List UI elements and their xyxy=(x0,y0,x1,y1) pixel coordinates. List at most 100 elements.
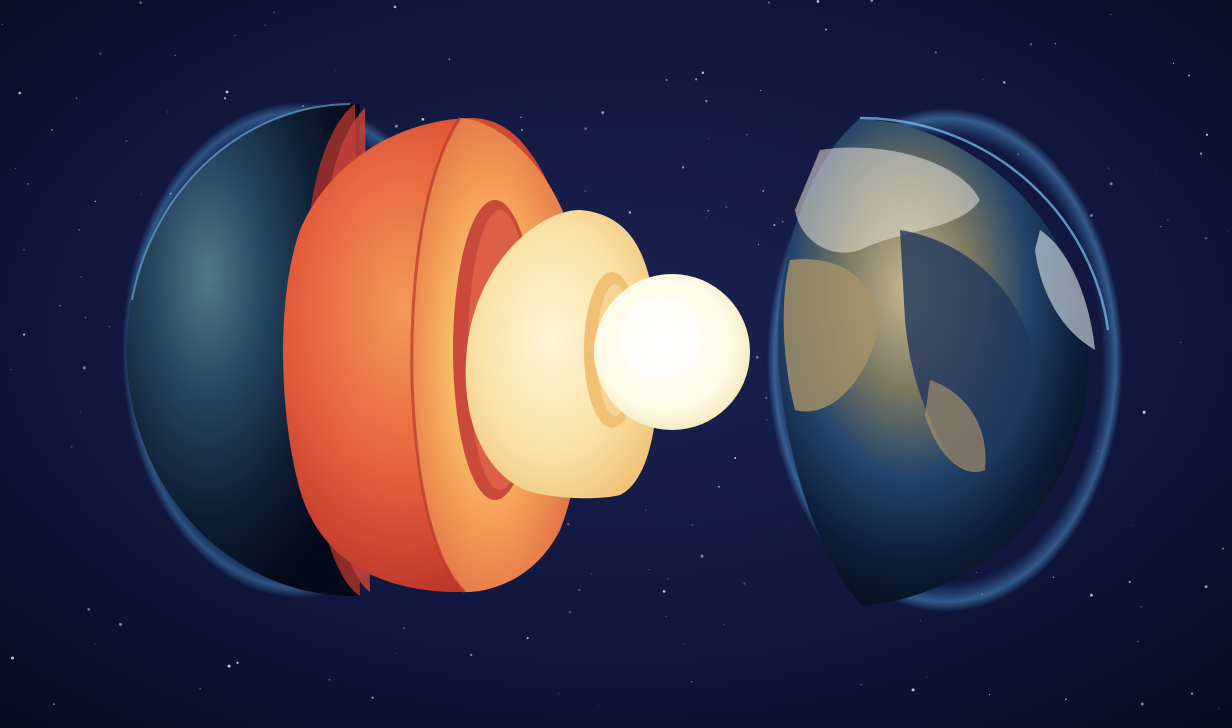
star xyxy=(667,577,669,580)
star xyxy=(568,610,572,614)
star xyxy=(448,58,450,60)
star xyxy=(1137,640,1139,642)
star xyxy=(119,622,122,626)
star xyxy=(23,333,26,336)
star xyxy=(707,210,710,212)
inner-core-sphere xyxy=(594,274,750,430)
star xyxy=(1218,708,1220,710)
star xyxy=(526,637,529,640)
star xyxy=(1209,140,1211,142)
star xyxy=(1140,606,1142,608)
star xyxy=(195,647,197,649)
star xyxy=(694,78,698,81)
star xyxy=(335,70,337,72)
star xyxy=(1054,42,1057,45)
star xyxy=(766,419,768,421)
star xyxy=(87,608,90,611)
star xyxy=(717,485,720,488)
star xyxy=(125,140,128,143)
star xyxy=(1089,593,1093,597)
star xyxy=(371,696,374,699)
star xyxy=(1065,698,1067,701)
star xyxy=(567,523,570,526)
star xyxy=(76,97,78,99)
star xyxy=(628,211,632,214)
star xyxy=(1029,42,1033,46)
star xyxy=(18,91,22,95)
star xyxy=(1204,236,1208,240)
star xyxy=(1190,692,1194,695)
star xyxy=(662,590,666,593)
star xyxy=(773,224,776,227)
star xyxy=(746,134,748,136)
star xyxy=(23,249,25,251)
star xyxy=(760,89,762,92)
star xyxy=(1108,167,1110,169)
star xyxy=(328,679,331,681)
star xyxy=(50,129,53,131)
star xyxy=(139,1,142,4)
star xyxy=(1204,585,1208,588)
star xyxy=(140,193,142,195)
star xyxy=(934,51,937,54)
star xyxy=(79,411,81,413)
star xyxy=(665,79,668,81)
star xyxy=(765,396,768,400)
star xyxy=(860,683,862,686)
star xyxy=(683,643,685,645)
star xyxy=(734,457,737,460)
star xyxy=(1052,576,1055,578)
star xyxy=(1132,524,1134,526)
star xyxy=(82,366,86,370)
star xyxy=(80,276,82,278)
star xyxy=(558,693,560,695)
star xyxy=(94,643,96,645)
star xyxy=(665,616,667,617)
star xyxy=(743,582,746,585)
star xyxy=(1142,410,1146,414)
star xyxy=(199,688,201,690)
star xyxy=(1,23,4,26)
star xyxy=(723,624,725,626)
star xyxy=(15,167,16,169)
star xyxy=(584,190,587,193)
star xyxy=(70,445,73,448)
star xyxy=(78,229,80,231)
star xyxy=(108,325,111,328)
star xyxy=(227,664,231,668)
star xyxy=(919,620,921,622)
star xyxy=(755,355,759,359)
star xyxy=(469,653,473,657)
star xyxy=(1205,133,1209,136)
star xyxy=(701,71,705,75)
star xyxy=(870,0,874,2)
right-earth-half xyxy=(767,108,1123,612)
star xyxy=(393,5,397,9)
star xyxy=(10,368,12,370)
star xyxy=(53,703,55,706)
star xyxy=(264,24,266,26)
star xyxy=(1179,341,1182,344)
star xyxy=(223,97,227,100)
star xyxy=(816,0,820,3)
star xyxy=(166,111,168,113)
star xyxy=(84,317,87,319)
star xyxy=(403,627,405,629)
star xyxy=(273,11,275,14)
star xyxy=(708,138,710,140)
star xyxy=(1172,62,1175,64)
star xyxy=(421,117,425,121)
star xyxy=(236,661,239,664)
star xyxy=(725,206,728,209)
star xyxy=(1141,702,1144,706)
star xyxy=(601,111,605,114)
star xyxy=(394,124,398,128)
star xyxy=(691,523,694,526)
star xyxy=(1199,152,1203,155)
star xyxy=(786,525,788,527)
star xyxy=(1110,13,1112,15)
star xyxy=(1160,226,1162,228)
star xyxy=(598,705,600,707)
star xyxy=(1188,74,1191,77)
star xyxy=(757,243,760,245)
